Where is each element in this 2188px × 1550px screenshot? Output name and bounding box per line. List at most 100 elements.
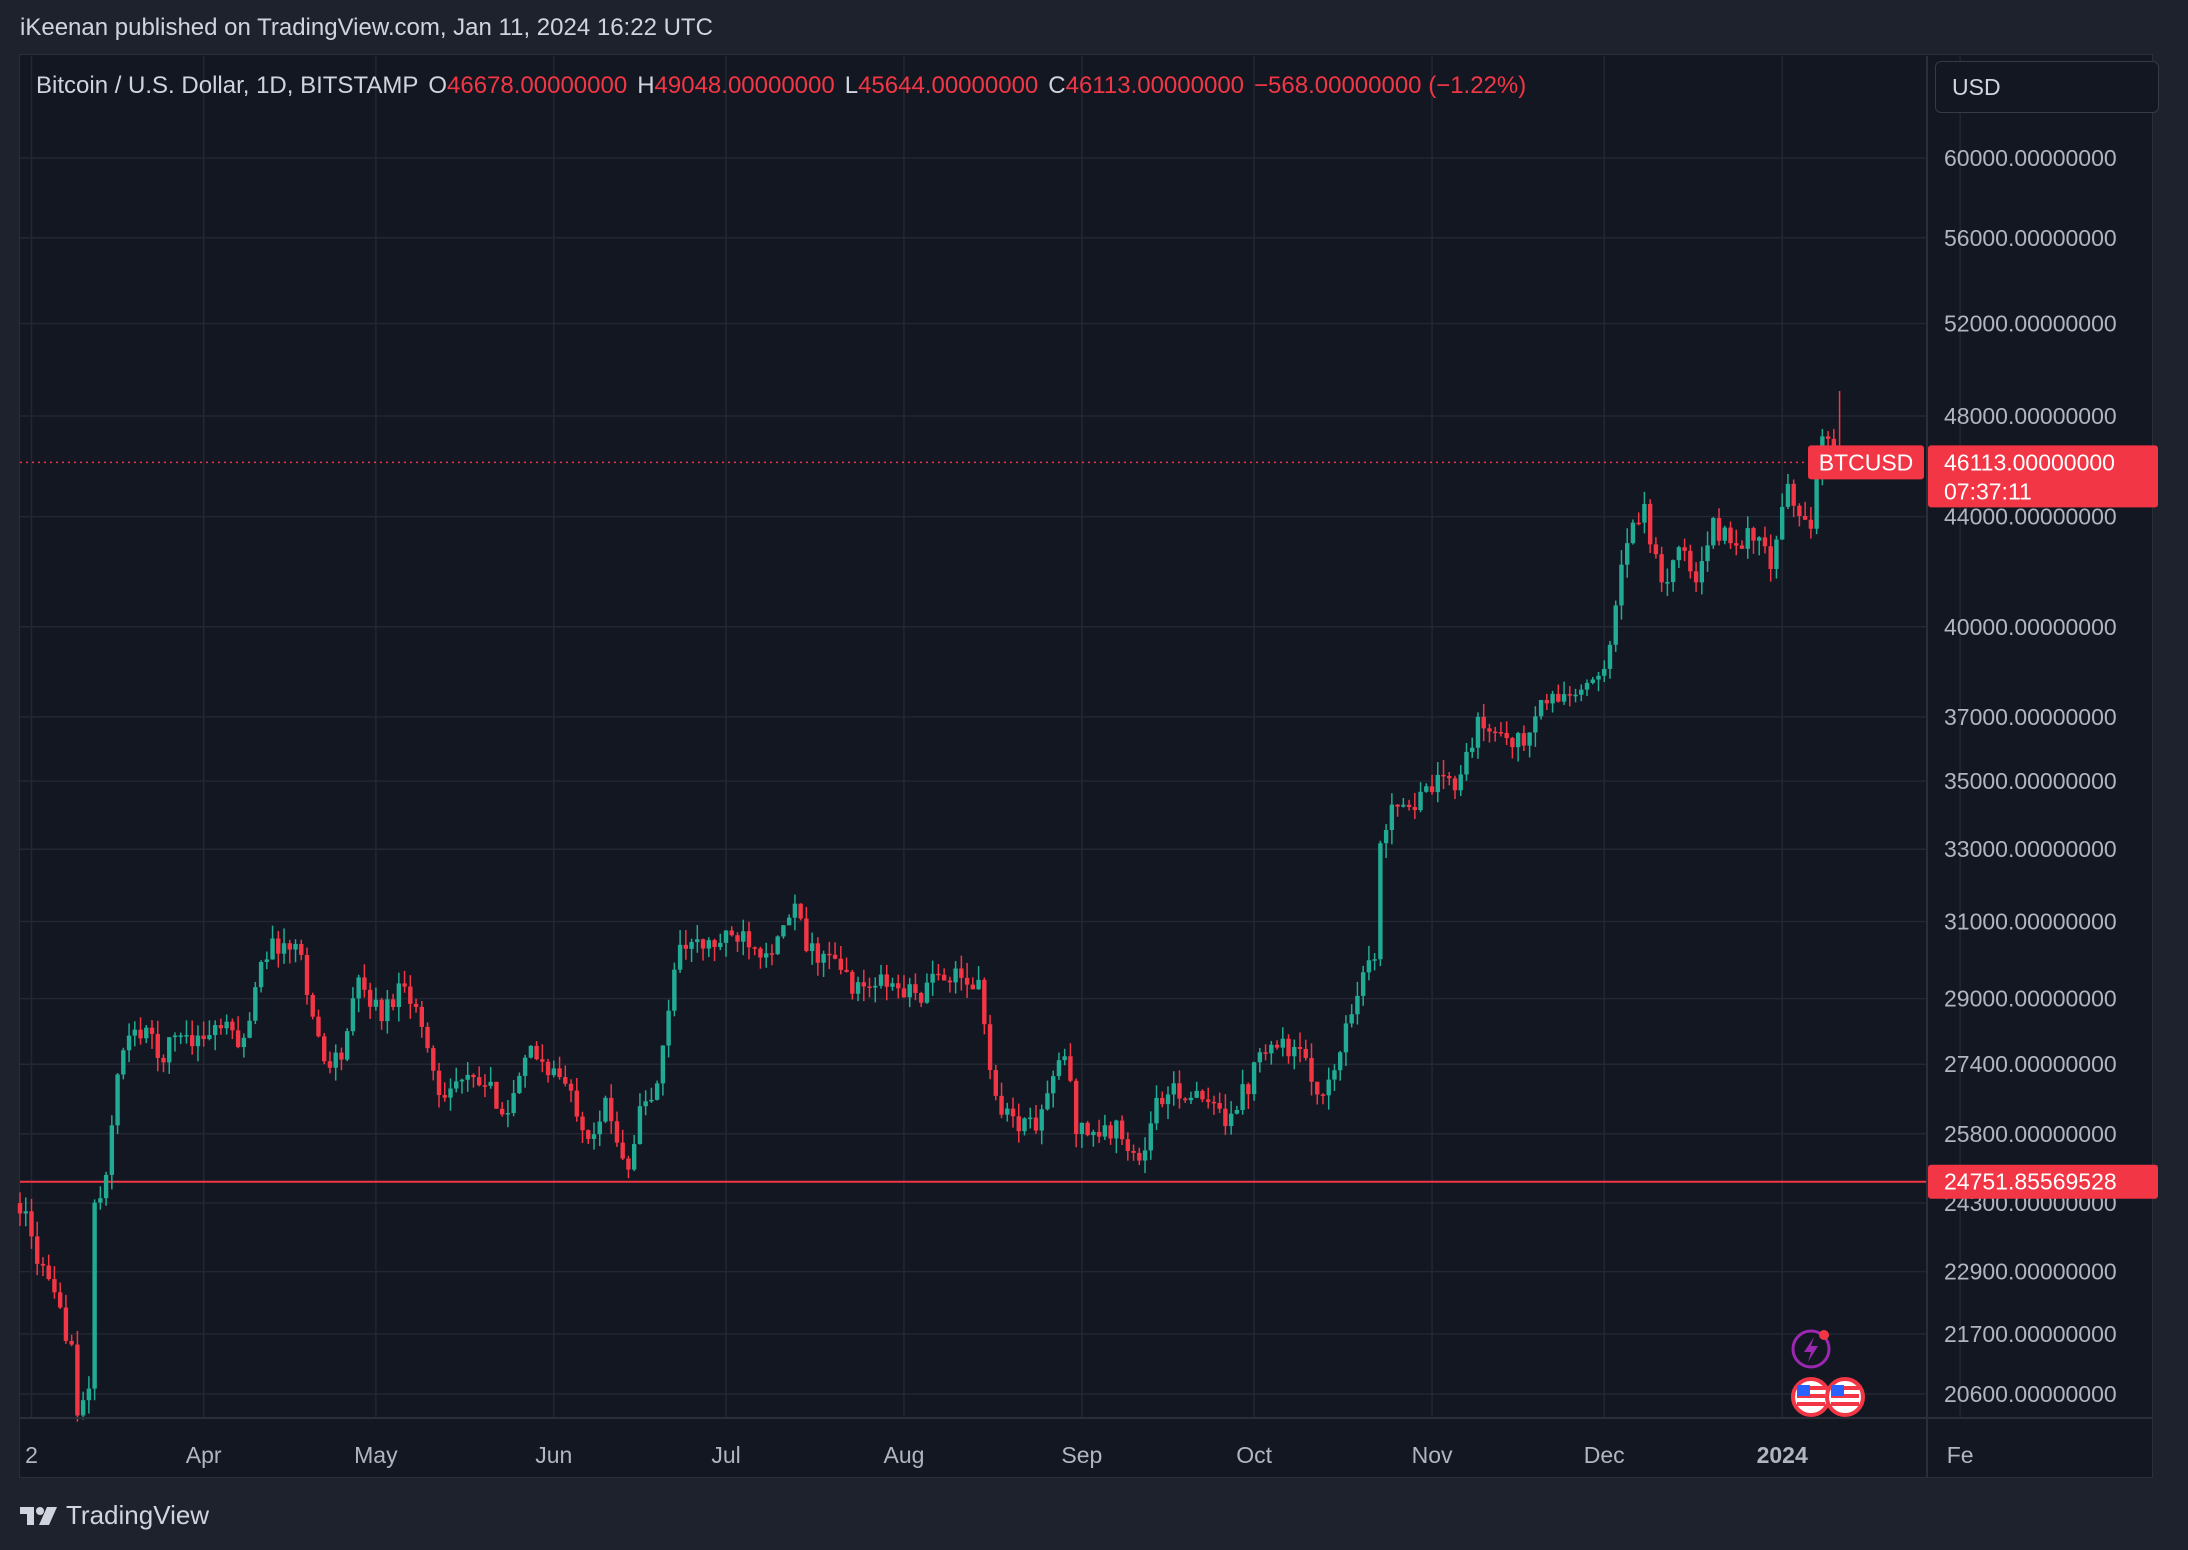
candle-body (390, 999, 396, 1007)
y-axis-tick-label: 31000.00000000 (1944, 908, 2117, 934)
candle-body (1481, 716, 1486, 729)
candle-body (890, 983, 895, 987)
candle-body (1108, 1125, 1113, 1139)
currency-button[interactable]: USD (1935, 61, 2159, 113)
x-axis-tick-label: Sep (1061, 1442, 1102, 1468)
candle-body (1630, 522, 1636, 544)
x-axis-tick-label: Fe (1947, 1442, 1974, 1468)
candle-body (677, 944, 683, 970)
candle-body (201, 1035, 206, 1040)
candle-body (563, 1077, 568, 1084)
candle-body (534, 1045, 539, 1060)
candle-body (499, 1108, 505, 1115)
us-flag-event-icon[interactable] (1825, 1377, 1865, 1417)
candle-body (155, 1033, 160, 1058)
candle-body (930, 973, 935, 983)
candle-body (1297, 1046, 1303, 1049)
candle-body (1148, 1123, 1153, 1151)
candle-body (1607, 644, 1613, 669)
candle-body (1309, 1057, 1314, 1082)
candle-body (431, 1048, 436, 1071)
chart-pane[interactable] (19, 54, 2153, 1478)
candle-body (1688, 550, 1693, 572)
candle-body (1768, 546, 1773, 570)
tradingview-logo[interactable]: TradingView (20, 1500, 209, 1531)
candle-body (1022, 1118, 1027, 1132)
candle-body (517, 1075, 522, 1094)
x-axis-tick-label: Apr (186, 1442, 222, 1468)
horizontal-line-value: 24751.85569528 (1944, 1169, 2117, 1195)
candle-body (63, 1307, 69, 1341)
y-axis-tick-label: 40000.00000000 (1944, 614, 2117, 640)
lightning-event-icon[interactable] (1791, 1329, 1831, 1369)
candle-body (241, 1037, 247, 1048)
candle-body (982, 979, 987, 1025)
candle-body (1814, 471, 1819, 529)
candle-body (1125, 1139, 1131, 1151)
candle-body (798, 903, 803, 919)
candle-body (316, 1016, 321, 1037)
symbol-title[interactable]: Bitcoin / U.S. Dollar, 1D, BITSTAMP (36, 72, 419, 99)
candle-body (1705, 545, 1710, 562)
candle-body (1642, 503, 1647, 523)
candle-body (1360, 972, 1366, 996)
y-axis-tick-label: 22900.00000000 (1944, 1259, 2117, 1285)
candle-body (1544, 700, 1550, 704)
candle-body (1734, 543, 1739, 546)
candle-body (1286, 1038, 1291, 1057)
support-line (20, 461, 1927, 1183)
candle-body (1051, 1076, 1056, 1094)
candle-body (92, 1202, 97, 1389)
candle-body (1665, 582, 1670, 584)
candle-body (936, 973, 941, 976)
candle-body (253, 987, 258, 1021)
candle-body (637, 1106, 643, 1145)
candle-body (609, 1097, 614, 1122)
candle-body (1142, 1150, 1148, 1161)
candle-body (764, 953, 769, 958)
tradingview-logo-icon (20, 1506, 57, 1525)
candle-body (832, 954, 838, 959)
candle-body (1653, 544, 1659, 555)
candle-body (1487, 728, 1492, 732)
candle-body (350, 998, 356, 1032)
candle-body (224, 1021, 229, 1029)
candle-body (1739, 545, 1745, 549)
candle-body (494, 1081, 499, 1109)
x-axis-tick-label: 2 (25, 1442, 38, 1468)
candle-body (1372, 959, 1377, 961)
candle-body (861, 982, 866, 987)
candle-body (310, 994, 315, 1017)
candle-body (379, 999, 384, 1022)
candle-body (287, 943, 292, 950)
candle-body (1757, 537, 1762, 541)
candle-body (1091, 1131, 1096, 1136)
candle-body (1441, 774, 1446, 777)
candle-body (57, 1292, 63, 1308)
candle-body (695, 939, 700, 943)
ohlc-legend: Bitcoin / U.S. Dollar, 1D, BITSTAMP O4667… (36, 72, 1526, 100)
candle-body (126, 1035, 132, 1051)
candle-body (132, 1029, 137, 1036)
candle-body (792, 903, 798, 918)
candles (17, 391, 1842, 1422)
candle-body (1406, 804, 1412, 808)
candle-body (1246, 1084, 1251, 1095)
candle-body (1533, 716, 1538, 733)
candle-body (396, 983, 402, 1007)
candle-body (1596, 675, 1601, 680)
y-axis-tick-label: 56000.00000000 (1944, 225, 2117, 251)
candle-body (1315, 1081, 1320, 1095)
y-axis-tick-label: 20600.00000000 (1944, 1381, 2117, 1407)
us-flag-event-icon[interactable] (1791, 1377, 1831, 1417)
candle-body (293, 943, 298, 950)
candle-body (299, 943, 304, 955)
candle-body (821, 953, 826, 963)
candle-body (1699, 561, 1705, 583)
candle-body (545, 1061, 551, 1076)
candle-body (1802, 516, 1808, 520)
candle-body (683, 944, 689, 949)
candle-body (603, 1097, 608, 1122)
candle-body (98, 1198, 103, 1203)
